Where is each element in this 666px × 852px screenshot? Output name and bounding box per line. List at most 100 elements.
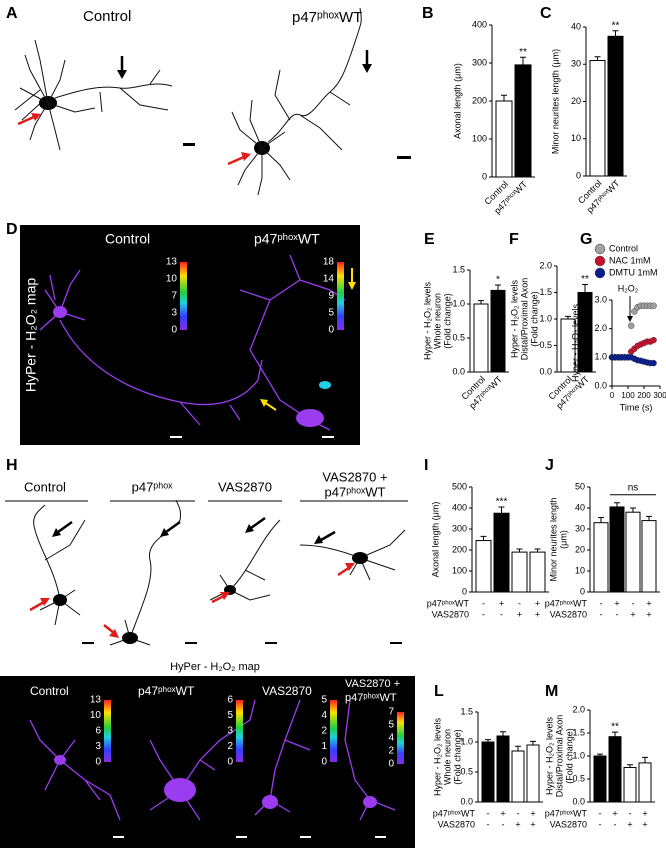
neuron-image-part [39,269,263,426]
colorbar-label: 2 [388,746,394,757]
y-axis-label: (Fold change) [529,291,539,347]
y-tick-label: 400 [472,19,487,29]
neuron-image-part [109,499,181,646]
bar [495,100,513,178]
condition-sign: - [500,609,503,619]
neuron-image-part [113,836,124,838]
neuron-image-part [17,114,37,126]
y-axis-label: Whole neuron [442,729,452,785]
y-tick-label: 1.5 [572,727,585,737]
y-tick-label: 0.0 [572,796,585,806]
error-bar [520,56,526,65]
condition-sign: + [642,819,647,829]
error-bar [594,56,601,61]
condition-sign: + [630,609,635,619]
neuron-image-part [109,629,119,638]
error-bar [515,745,521,751]
image-label: Control [83,8,131,25]
error-bar [516,548,523,553]
colorbar-label: 0 [328,325,334,336]
image-background [0,676,415,848]
image-label: Control [24,479,66,494]
condition-sign: - [599,808,602,818]
bar [529,551,546,593]
neuron-image-part [300,836,311,838]
condition-label: VAS2870 [550,819,587,829]
neuron-image-part [165,520,181,534]
colorbar-label: 3 [171,308,177,319]
significance: * [496,275,500,286]
y-tick-label: 40 [575,502,585,512]
bar [481,741,495,803]
colorbar-label: 3 [227,726,233,737]
neuron-image-part [54,69,173,113]
neuron-image-part [375,836,386,838]
condition-sign: + [535,598,540,608]
neuron-image-part [29,719,121,821]
significance: ** [581,274,589,285]
image-label: VAS2870 [262,684,312,698]
y-tick-label: 200 [452,544,467,554]
x-tick-label: 100 [621,391,635,400]
y-tick-label: 0.0 [460,796,473,806]
bar [593,755,607,803]
y-tick-label: 1.0 [594,352,607,362]
neuron-image-part [149,699,256,821]
data-point [650,336,657,344]
neuron-image-part [209,519,281,601]
neuron-image-part [211,594,225,604]
neuron-image-part [31,113,41,121]
y-axis-label: Hyper - H₂O₂ levels [570,304,580,383]
colorbar-label: 6 [227,695,233,706]
colorbar-label: 9 [328,291,334,302]
image-background [20,225,360,445]
bar [641,520,657,593]
colorbar-label: 10 [90,710,102,721]
colorbar-label: 0 [321,757,327,768]
condition-sign: - [482,598,485,608]
panel-letter: E [424,231,435,248]
y-tick-label: 1.5 [539,287,552,297]
x-tick-label: 200 [637,391,651,400]
panel-letter: I [424,457,428,474]
neuron-image-part [319,381,331,389]
y-axis-label: (Fold change) [452,729,462,785]
bar [623,767,637,803]
error-bar [597,753,603,756]
neuron-image-part [250,516,266,530]
condition-sign: + [642,808,647,818]
panel-letter: A [6,5,18,22]
y-tick-label: 1.0 [572,750,585,760]
error-bar [612,731,618,737]
neuron-image-part [14,39,96,151]
condition-sign: - [487,808,490,818]
neuron-image-part [299,529,406,581]
condition-label: p47ᵖʰᵒˣWT [427,598,470,608]
y-axis-label: Distal/Proximal Axon [554,715,564,798]
x-tick-label: 300 [653,391,666,400]
neuron-image-part [160,528,169,537]
image-label: p47ᵖʰᵒˣWT [345,692,397,704]
y-axis-label: Hyper - H₂O₂ levels [544,717,554,796]
y-axis-label: Hyper - H₂O₂ levels [422,282,432,361]
y-axis-label: Minor neurites length [548,497,558,581]
image-label: VAS2870 + [345,678,400,690]
image-label: Control [30,684,69,698]
condition-sign: + [500,808,505,818]
image-label: VAS2870 + [322,469,387,484]
neuron-image-part [185,642,197,644]
panel-letter: L [434,683,444,700]
neuron-image [29,699,396,838]
legend-marker [594,255,606,267]
colorbar-label: 5 [227,710,233,721]
condition-sign: - [616,609,619,619]
neuron-image-part [397,156,411,159]
condition-sign: + [517,609,522,619]
error-bar [495,284,501,291]
colorbar-label: 2 [227,741,233,752]
condition-sign: - [502,819,505,829]
neuron-image-part [363,796,377,808]
y-axis-label: (Fold change) [580,315,590,371]
